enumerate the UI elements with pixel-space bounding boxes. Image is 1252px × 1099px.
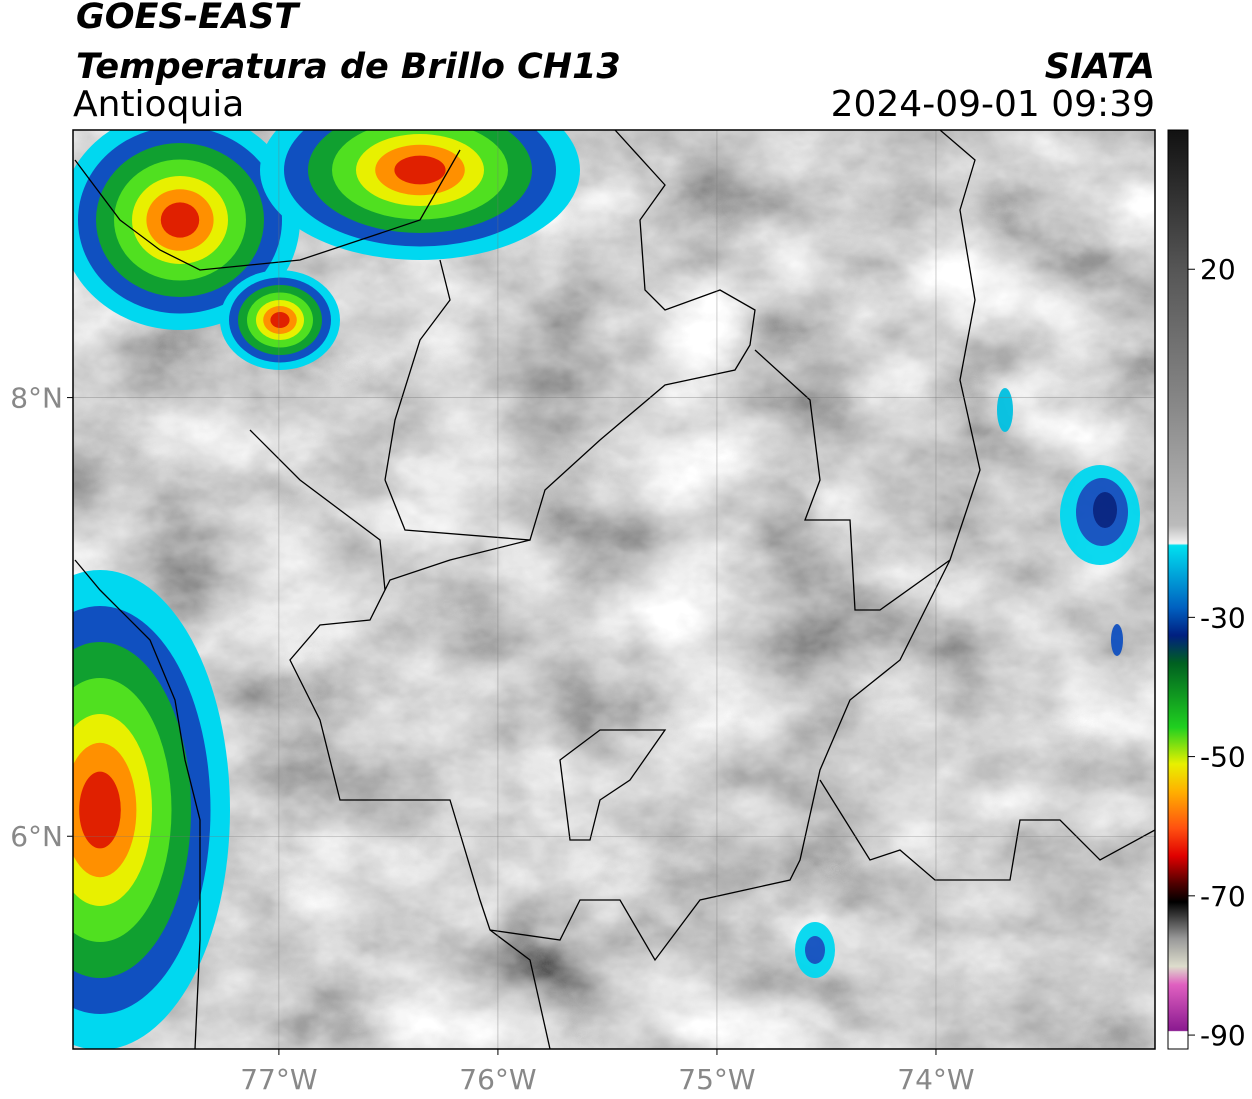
timestamp: 2024-09-01 09:39: [831, 84, 1155, 125]
colorbar-tick-label: -90: [1200, 1019, 1246, 1052]
map-grid: [73, 130, 1155, 1049]
borders: [74, 130, 1155, 1049]
region: Antioquia: [73, 84, 244, 125]
source: SIATA: [1045, 47, 1155, 87]
colorbar-tick-label: -30: [1200, 601, 1246, 634]
y-tick-label: 6°N: [10, 820, 63, 853]
map-frame: [72, 129, 1156, 1050]
colorbar: [1167, 129, 1189, 1050]
x-tick-label: 76°W: [459, 1063, 536, 1096]
x-tick-label: 74°W: [897, 1063, 974, 1096]
colorbar-tick-label: -50: [1200, 741, 1246, 774]
x-tick-label: 77°W: [240, 1063, 317, 1096]
colorbar-tick-label: -70: [1200, 880, 1246, 913]
title: GOES-EAST: [76, 0, 301, 37]
colorbar-tick-label: 20: [1200, 253, 1236, 286]
subtitle: Temperatura de Brillo CH13: [76, 47, 621, 87]
y-tick-label: 8°N: [10, 382, 63, 415]
satellite-image: [73, 130, 1155, 1049]
header: GOES-EAST Temperatura de Brillo CH13 Ant…: [73, 0, 1155, 125]
x-tick-label: 75°W: [678, 1063, 755, 1096]
